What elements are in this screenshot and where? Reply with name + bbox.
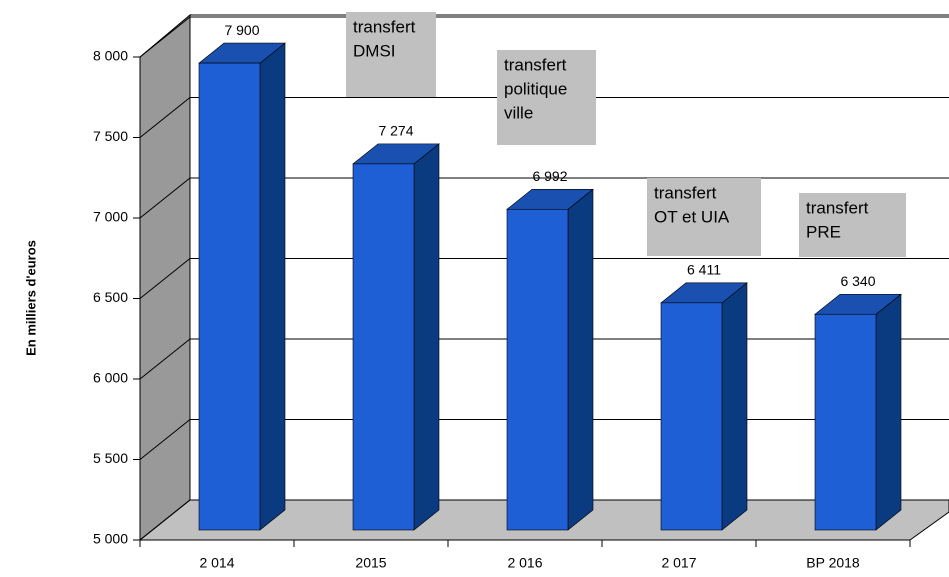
bar	[506, 208, 569, 531]
annotation-text: ville	[504, 103, 533, 122]
bar	[660, 302, 723, 531]
y-tick-label: 6 500	[93, 289, 128, 305]
annotation-box	[647, 178, 761, 256]
grid-line	[139, 258, 949, 299]
annotation-text: politique	[504, 79, 567, 98]
value-label: 6 340	[840, 273, 875, 289]
value-label: 7 274	[378, 123, 413, 139]
value-label: 6 411	[687, 262, 721, 278]
annotation-text: PRE	[806, 222, 841, 241]
annotation-box	[497, 50, 596, 145]
x-tick-label: 2 017	[661, 555, 696, 571]
bar-side	[259, 42, 286, 531]
value-label: 6 992	[532, 168, 567, 184]
annotation-text: DMSI	[353, 41, 396, 60]
y-tick-label: 6 000	[93, 370, 128, 386]
annotation-text: transfert	[353, 17, 416, 36]
grid-line	[139, 16, 949, 58]
bar	[198, 62, 261, 531]
side-wall	[139, 13, 191, 542]
x-tick-label: BP 2018	[806, 555, 860, 571]
bar	[352, 163, 415, 531]
x-tick-label: 2 016	[507, 555, 542, 571]
annotation-box	[799, 193, 906, 257]
y-tick-label: 7 500	[93, 128, 128, 144]
bar-side	[567, 188, 594, 531]
y-tick-label: 7 000	[93, 209, 128, 225]
y-tick-label: 5 000	[93, 531, 128, 547]
y-tick-label: 5 500	[93, 450, 128, 466]
annotation-text: transfert	[654, 183, 717, 202]
y-tick-label: 8 000	[93, 48, 128, 64]
annotation-text: OT et UIA	[654, 207, 730, 226]
bar	[814, 313, 877, 531]
x-tick-label: 2015	[355, 555, 386, 571]
x-tick-label: 2 014	[199, 555, 234, 571]
annotation-text: transfert	[806, 198, 869, 217]
value-label: 7 900	[224, 22, 259, 38]
bar-side	[413, 143, 440, 531]
annotation-box	[346, 12, 436, 97]
grid-line	[139, 97, 949, 138]
bar-side	[721, 282, 748, 531]
annotation-text: transfert	[504, 55, 567, 74]
y-axis-label: En milliers d'euros	[23, 240, 38, 356]
bar-side	[875, 293, 902, 531]
